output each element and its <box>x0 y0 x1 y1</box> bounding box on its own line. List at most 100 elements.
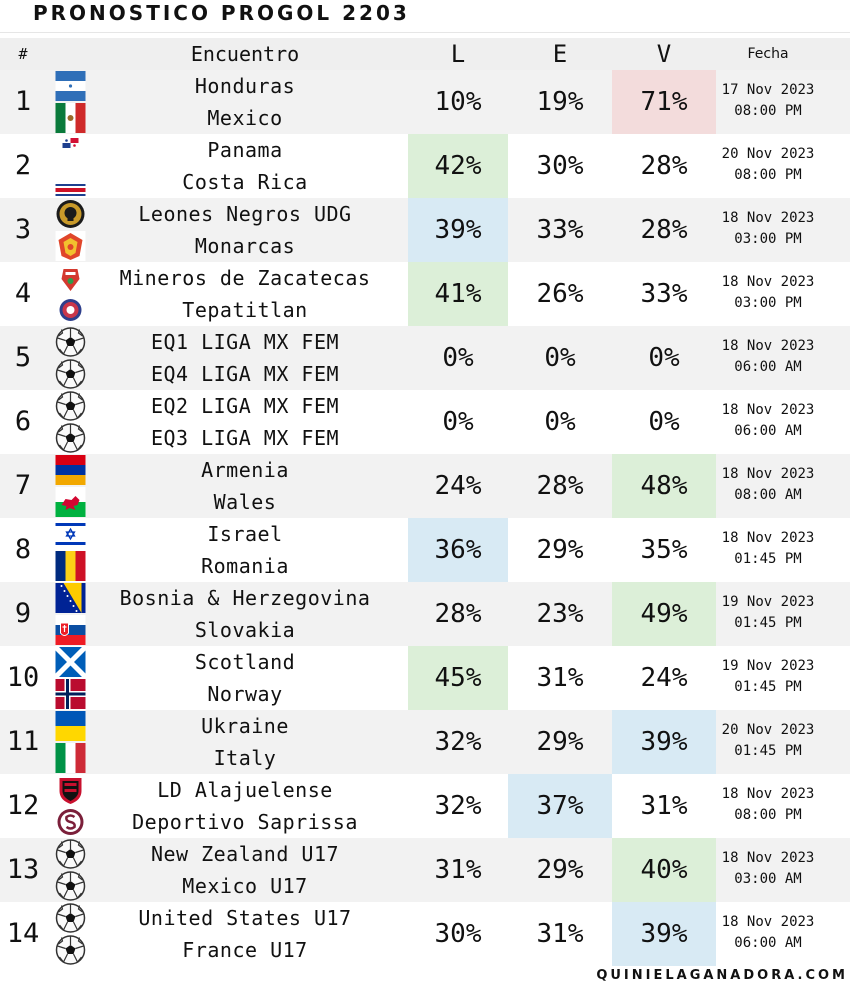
soccer-ball-icon <box>55 871 86 901</box>
home-team-name: New Zealand U17 <box>150 842 340 866</box>
visitor-win-pct: 0% <box>648 343 680 373</box>
local-win-pct: 0% <box>442 343 474 373</box>
table-row: 8 Israel Romania 36% 29% 35% 18 Nov 2023 01:45 … <box>0 518 850 582</box>
draw-pct: 19% <box>536 87 584 117</box>
match-datetime: 20 Nov 2023 08:00 PM <box>716 134 820 198</box>
away-team-name: Mexico U17 <box>182 874 308 898</box>
home-team-name: Honduras <box>194 74 296 98</box>
table-row: 12 LD Alajuelense Deportivo Saprissa 32% 37%… <box>0 774 850 838</box>
table-row: 11 Ukraine Italy 32% 29% 39% 20 Nov 2023 01:45 … <box>0 710 850 774</box>
home-team-name: Bosnia & Herzegovina <box>119 586 371 610</box>
draw-pct: 33% <box>536 215 584 245</box>
match-date: 19 Nov 2023 <box>721 658 815 674</box>
visitor-win-pct: 31% <box>640 791 688 821</box>
wales-flag-icon <box>55 487 86 517</box>
draw-pct: 0% <box>544 343 576 373</box>
soccer-ball-icon <box>55 423 86 453</box>
home-team-name: Mineros de Zacatecas <box>119 266 371 290</box>
home-team-name: Ukraine <box>201 714 289 738</box>
site-watermark: QUINIELAGANADORA.COM <box>596 968 848 983</box>
match-date: 18 Nov 2023 <box>721 402 815 418</box>
romania-flag-icon <box>55 551 86 581</box>
match-date: 18 Nov 2023 <box>721 914 815 930</box>
table-row: 6 EQ2 LIGA MX FEM EQ3 LIGA MX FEM 0% 0% 0% 18 … <box>0 390 850 454</box>
away-team-name: Deportivo Saprissa <box>132 810 358 834</box>
visitor-win-pct: 40% <box>612 838 716 902</box>
match-datetime: 18 Nov 2023 01:45 PM <box>716 518 820 582</box>
match-number: 11 <box>6 726 40 757</box>
away-team-name: France U17 <box>182 938 308 962</box>
draw-pct: 29% <box>536 855 584 885</box>
header-local: L <box>450 40 466 68</box>
match-time: 06:00 AM <box>734 423 802 439</box>
table-row: 5 EQ1 LIGA MX FEM EQ4 LIGA MX FEM 0% 0% 0% 18 … <box>0 326 850 390</box>
local-win-pct: 45% <box>408 646 508 710</box>
match-datetime: 17 Nov 2023 08:00 PM <box>716 70 820 134</box>
mexico-flag-icon <box>55 103 86 133</box>
honduras-flag-icon <box>55 71 86 101</box>
table-row: 9 Bosnia & Herzegovina Slovakia 28% 23% 49% 19… <box>0 582 850 646</box>
home-team-name: LD Alajuelense <box>157 778 333 802</box>
table-row: 1 Honduras Mexico 10% 19% 71% 17 Nov 2023 08:00… <box>0 70 850 134</box>
visitor-win-pct: 48% <box>612 454 716 518</box>
away-team-name: EQ3 LIGA MX FEM <box>150 426 340 450</box>
mineros-crest-icon <box>55 263 86 293</box>
match-number: 1 <box>14 86 32 117</box>
home-team-name: Leones Negros UDG <box>138 202 352 226</box>
draw-pct: 0% <box>544 407 576 437</box>
ukraine-flag-icon <box>55 711 86 741</box>
table-row: 3 Leones Negros UDG Monarcas 39% 33% 28% 18 No… <box>0 198 850 262</box>
match-date: 18 Nov 2023 <box>721 850 815 866</box>
soccer-ball-icon <box>55 903 86 933</box>
visitor-win-pct: 35% <box>640 535 688 565</box>
local-win-pct: 10% <box>434 87 482 117</box>
away-team-name: EQ4 LIGA MX FEM <box>150 362 340 386</box>
match-time: 08:00 AM <box>734 487 802 503</box>
match-datetime: 18 Nov 2023 06:00 AM <box>716 902 820 966</box>
match-date: 20 Nov 2023 <box>721 146 815 162</box>
local-win-pct: 24% <box>434 471 482 501</box>
match-time: 03:00 PM <box>734 295 802 311</box>
alajuelense-crest-icon <box>55 775 86 805</box>
armenia-flag-icon <box>55 455 86 485</box>
page-title: PRONOSTICO PROGOL 2203 <box>33 1 410 25</box>
visitor-win-pct: 24% <box>640 663 688 693</box>
visitor-win-pct: 39% <box>612 710 716 774</box>
soccer-ball-icon <box>55 839 86 869</box>
away-team-name: Tepatitlan <box>182 298 308 322</box>
header-match: Encuentro <box>190 42 300 66</box>
header-num: # <box>18 45 28 63</box>
table-row: 2 Panama Costa Rica 42% 30% 28% 20 Nov 2023 08:… <box>0 134 850 198</box>
away-team-name: Mexico <box>207 106 283 130</box>
visitor-win-pct: 71% <box>612 70 716 134</box>
local-win-pct: 41% <box>408 262 508 326</box>
draw-pct: 31% <box>536 919 584 949</box>
bosnia-flag-icon <box>55 583 86 613</box>
soccer-ball-icon <box>55 935 86 965</box>
local-win-pct: 42% <box>408 134 508 198</box>
match-date: 18 Nov 2023 <box>721 786 815 802</box>
table-row: 14 United States U17 France U17 30% 31% 39% 18… <box>0 902 850 966</box>
local-win-pct: 31% <box>434 855 482 885</box>
match-date: 18 Nov 2023 <box>721 466 815 482</box>
match-number: 10 <box>6 662 40 693</box>
match-date: 19 Nov 2023 <box>721 594 815 610</box>
israel-flag-icon <box>55 519 86 549</box>
visitor-win-pct: 39% <box>612 902 716 966</box>
match-time: 08:00 PM <box>734 167 802 183</box>
visitor-win-pct: 0% <box>648 407 680 437</box>
away-team-name: Wales <box>213 490 277 514</box>
norway-flag-icon <box>55 679 86 709</box>
match-time: 06:00 AM <box>734 935 802 951</box>
match-datetime: 18 Nov 2023 06:00 AM <box>716 390 820 454</box>
match-date: 17 Nov 2023 <box>721 82 815 98</box>
draw-pct: 37% <box>508 774 612 838</box>
slovakia-flag-icon <box>55 615 86 645</box>
match-time: 01:45 PM <box>734 743 802 759</box>
visitor-win-pct: 28% <box>640 215 688 245</box>
costa-rica-flag-icon <box>55 167 86 197</box>
match-number: 4 <box>14 278 32 309</box>
saprissa-crest-icon <box>55 807 86 837</box>
local-win-pct: 39% <box>408 198 508 262</box>
soccer-ball-icon <box>55 359 86 389</box>
